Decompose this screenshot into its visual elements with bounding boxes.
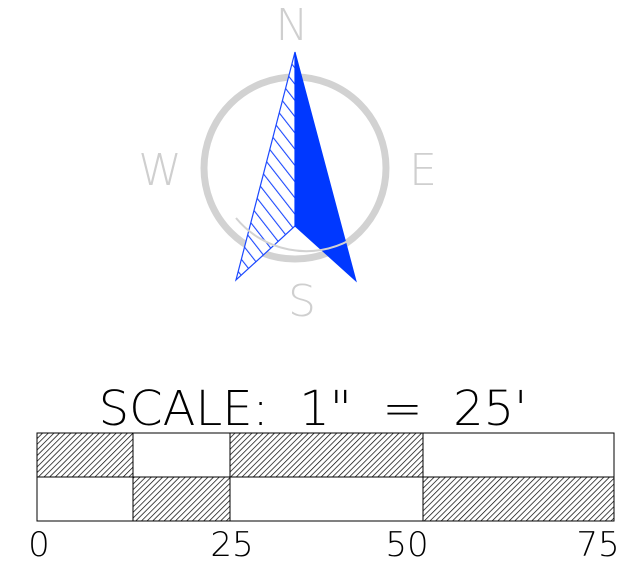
- scale-cell-top-1: [36, 432, 134, 478]
- scale-cell-bottom-2: [132, 476, 231, 522]
- scale-bar: [36, 432, 615, 522]
- scale-cell-top-2: [132, 432, 231, 478]
- east-label: E: [409, 145, 437, 196]
- scale-tick-25: 25: [210, 525, 253, 565]
- ring-overlay: [235, 217, 351, 253]
- west-label: W: [138, 145, 182, 196]
- scale-cell-top-4: [422, 432, 615, 478]
- scale-cell-bottom-3: [229, 476, 424, 522]
- north-label: N: [276, 0, 309, 51]
- scale-cell-top-3: [229, 432, 424, 478]
- scale-tick-50: 50: [385, 525, 428, 565]
- scale-cell-bottom-4: [422, 476, 615, 522]
- arrow-left-half: [234, 51, 296, 282]
- scale-cell-bottom-1: [36, 476, 134, 522]
- scale-title: SCALE: 1" = 25': [99, 381, 528, 437]
- north-arrow-compass: N W E S: [138, 0, 437, 327]
- arrow-right-half: [294, 51, 357, 283]
- scale-tick-0: 0: [28, 525, 50, 565]
- scale-tick-75: 75: [576, 525, 619, 565]
- south-label: S: [288, 276, 316, 327]
